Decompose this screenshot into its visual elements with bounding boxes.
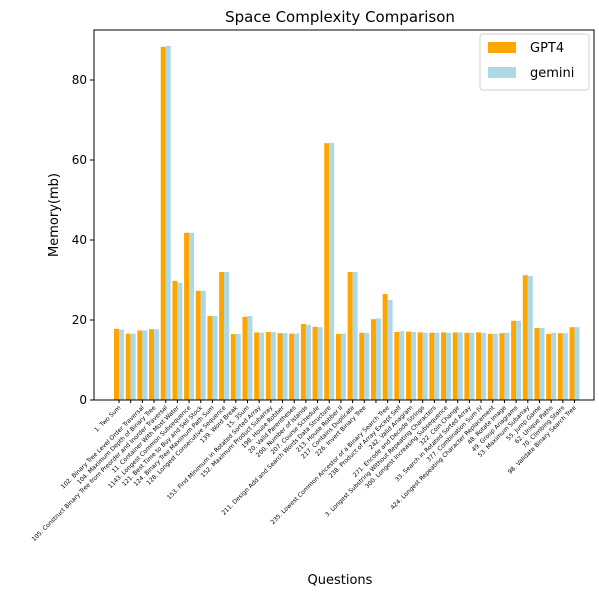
bar-gemini-20 (352, 272, 358, 400)
bar-gpt4-31 (476, 332, 482, 400)
bar-gpt4-12 (254, 332, 260, 400)
bar-gemini-9 (224, 272, 230, 400)
bar-gpt4-24 (394, 332, 400, 400)
bar-gemini-31 (481, 332, 487, 400)
axes-frame (93, 29, 595, 401)
y-tick-label: 40 (72, 233, 87, 247)
bar-gpt4-4 (160, 46, 166, 401)
bar-gemini-7 (200, 290, 206, 400)
bar-gemini-26 (422, 332, 428, 400)
bar-gpt4-3 (149, 329, 155, 400)
y-tick-label: 20 (72, 313, 87, 327)
bar-gemini-10 (235, 334, 241, 400)
bar-gemini-15 (294, 333, 300, 400)
y-tick-label: 80 (72, 73, 87, 87)
bar-gemini-34 (516, 320, 522, 400)
bar-gpt4-10 (230, 334, 236, 400)
bar-gpt4-13 (265, 332, 271, 400)
bar-gemini-14 (282, 333, 288, 400)
legend-label-gemini: gemini (530, 66, 574, 81)
bar-gpt4-11 (242, 316, 248, 400)
bar-gpt4-34 (511, 320, 517, 400)
y-axis-label: Memory(mb) (47, 173, 62, 257)
bar-gpt4-27 (429, 332, 435, 400)
bar-gemini-29 (457, 332, 463, 400)
bar-gemini-16 (305, 324, 311, 400)
bar-gemini-4 (165, 46, 171, 400)
bar-gpt4-17 (312, 326, 318, 400)
bar-gpt4-9 (219, 272, 225, 400)
bar-gpt4-1 (125, 333, 131, 400)
bar-gpt4-18 (324, 143, 330, 400)
bar-gpt4-2 (137, 330, 143, 400)
legend-label-gpt4: GPT4 (530, 41, 564, 56)
bar-gpt4-35 (522, 275, 528, 400)
bar-gemini-2 (142, 330, 148, 400)
bar-gpt4-20 (347, 272, 353, 400)
bar-gemini-28 (446, 332, 452, 400)
bar-gemini-30 (469, 332, 475, 400)
bar-gemini-38 (562, 333, 568, 400)
bar-gpt4-21 (359, 332, 365, 400)
bar-gpt4-30 (464, 332, 470, 400)
bar-gpt4-0 (114, 328, 119, 400)
bar-gpt4-8 (207, 316, 213, 400)
legend: GPT4 gemini (479, 33, 590, 91)
bar-gpt4-29 (452, 332, 458, 400)
bar-gpt4-38 (557, 333, 563, 400)
bar-gpt4-6 (184, 232, 190, 400)
bar-gemini-11 (247, 316, 253, 400)
bar-gemini-8 (212, 316, 218, 400)
bar-gemini-1 (130, 333, 136, 400)
bar-gpt4-23 (382, 294, 388, 400)
y-axis-ticks: 0 20 40 60 80 (72, 73, 94, 407)
bar-gpt4-26 (417, 332, 423, 400)
bar-gpt4-14 (277, 333, 283, 400)
bar-gpt4-37 (546, 334, 552, 400)
bar-gemini-25 (411, 332, 416, 400)
bar-gemini-36 (539, 328, 545, 400)
bar-gemini-13 (270, 332, 276, 400)
bar-gemini-39 (574, 327, 580, 400)
y-tick-label: 60 (72, 153, 87, 167)
bar-gemini-27 (434, 332, 440, 400)
bars-layer (114, 46, 580, 401)
chart-title: Space Complexity Comparison (225, 8, 455, 26)
bar-gemini-37 (551, 332, 557, 400)
bar-gemini-32 (492, 333, 498, 400)
bar-gpt4-36 (534, 328, 540, 400)
y-tick-label: 0 (79, 393, 87, 407)
bar-gemini-21 (364, 332, 370, 400)
bar-gemini-6 (189, 232, 195, 400)
bar-gpt4-16 (300, 324, 306, 400)
bar-gpt4-39 (569, 327, 575, 400)
bar-gemini-19 (340, 333, 346, 400)
bar-gpt4-19 (335, 334, 341, 400)
bar-gemini-22 (375, 318, 381, 400)
bar-gemini-33 (504, 332, 510, 400)
bar-gpt4-7 (195, 290, 201, 400)
bar-gemini-17 (317, 327, 323, 400)
bar-gpt4-33 (499, 333, 505, 400)
legend-swatch-gpt4 (488, 42, 516, 53)
bar-gpt4-15 (289, 333, 295, 400)
bar-gemini-24 (399, 331, 405, 400)
bar-gemini-35 (527, 276, 533, 400)
bar-gemini-23 (387, 300, 393, 400)
x-axis-label: Questions (308, 573, 373, 588)
bar-gpt4-25 (406, 331, 411, 400)
bar-gemini-18 (329, 142, 335, 401)
bar-gpt4-28 (441, 332, 447, 400)
bar-gpt4-32 (487, 334, 493, 400)
bar-gemini-12 (259, 332, 265, 400)
legend-swatch-gemini (488, 67, 516, 78)
bar-gpt4-5 (172, 280, 178, 400)
bar-gemini-3 (154, 329, 160, 400)
bar-gpt4-22 (370, 319, 376, 400)
bar-gemini-5 (177, 282, 183, 400)
bar-gemini-0 (119, 329, 124, 400)
